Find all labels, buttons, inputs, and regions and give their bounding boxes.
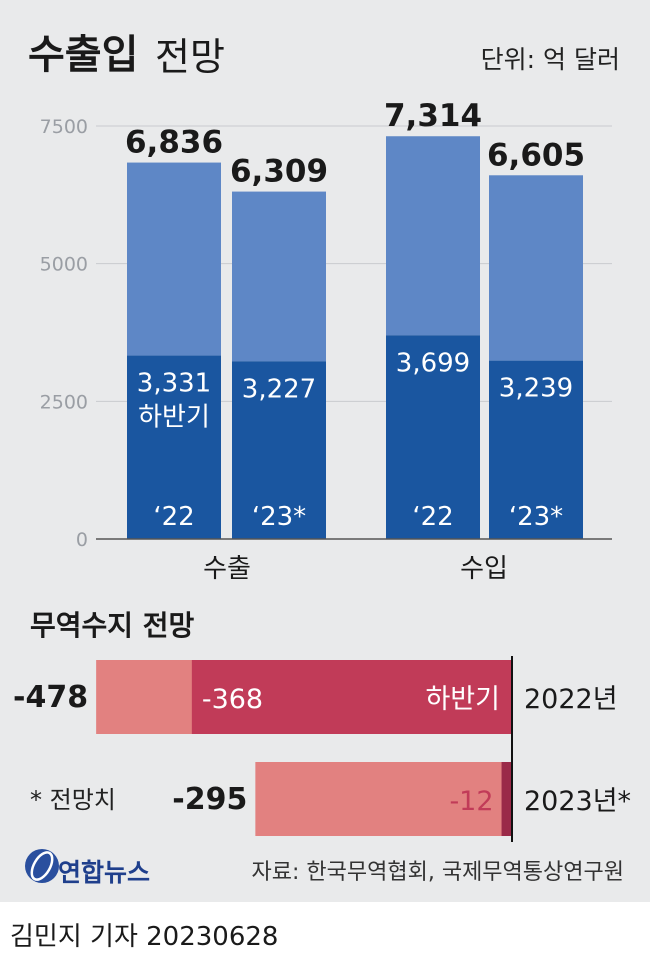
bar-second-half — [232, 361, 326, 539]
bar-total-label: 6,309 — [230, 154, 328, 190]
y-tick-label: 5000 — [40, 254, 88, 276]
balance-bar-h2 — [501, 762, 512, 836]
y-tick-label: 2500 — [40, 391, 88, 413]
balance-year-label: 2022년 — [524, 684, 618, 715]
balance-h2-label: -368 — [202, 684, 263, 715]
bar-first-half — [386, 136, 480, 336]
bar-first-half — [232, 191, 326, 362]
bar-total-label: 6,836 — [125, 125, 223, 161]
bar-h2-label: 3,239 — [499, 374, 573, 404]
balance-bar-h2 — [191, 660, 512, 734]
bar-period-label: ‘22 — [412, 502, 453, 532]
category-label: 수입 — [460, 554, 508, 584]
y-tick-label: 0 — [76, 529, 88, 551]
balance-total-label: -478 — [13, 680, 88, 715]
trade-balance-title: 무역수지 전망 — [30, 609, 195, 642]
unit-label: 단위: 억 달러 — [480, 45, 620, 74]
chart-title: 수출입 — [28, 32, 139, 78]
source-label: 자료: 한국무역협회, 국제무역통상연구원 — [251, 860, 624, 885]
byline: 김민지 기자 20230628 — [10, 922, 279, 952]
bar-first-half — [127, 162, 221, 356]
balance-bar-total — [255, 762, 512, 836]
bar-h2-label: 3,331 — [137, 369, 211, 399]
bar-second-half — [127, 355, 221, 539]
bar-period-label: ‘23* — [509, 502, 563, 532]
y-tick-label: 7500 — [40, 116, 88, 138]
bar-second-half — [489, 360, 583, 539]
balance-h2-caption: 하반기 — [425, 684, 500, 715]
bar-period-label: ‘23* — [252, 502, 306, 532]
chart-canvas: 0 2500 5000 7500 6,836 3,331 하반기 ‘22 6,309 3,227 ‘… — [13, 98, 631, 842]
bar-first-half — [489, 175, 583, 361]
bar-total-label: 7,314 — [384, 98, 482, 134]
bar-h2-caption: 하반기 — [138, 403, 210, 433]
bar-second-half — [386, 335, 480, 539]
forecast-note: * 전망치 — [30, 786, 116, 814]
bar-h2-label: 3,227 — [242, 374, 316, 404]
bar-period-label: ‘22 — [153, 502, 194, 532]
logo-text: 연합뉴스 — [58, 858, 151, 887]
balance-h2-label: -12 — [449, 786, 493, 817]
category-label: 수출 — [203, 554, 251, 584]
bar-total-label: 6,605 — [487, 137, 585, 173]
bar-h2-label: 3,699 — [396, 348, 470, 378]
chart-title-suffix: 전망 — [155, 35, 225, 79]
balance-total-label: -295 — [172, 782, 247, 817]
balance-year-label: 2023년* — [524, 786, 631, 817]
yonhap-logo-icon — [25, 849, 59, 883]
